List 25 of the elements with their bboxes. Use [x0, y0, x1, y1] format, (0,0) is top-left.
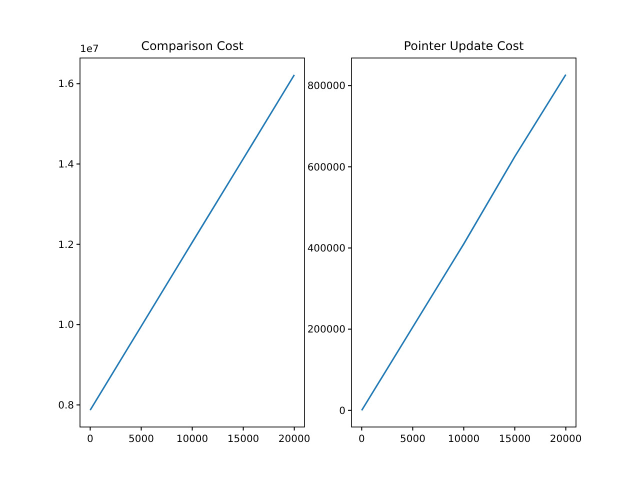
y-tick-label: 0: [339, 406, 346, 417]
x-tick-label: 0: [358, 434, 365, 445]
x-tick-label: 5000: [128, 434, 154, 445]
text: 1e7: [80, 44, 99, 55]
x-tick-label: 20000: [550, 434, 582, 445]
line-series: [360, 74, 567, 412]
y-tick-label: 0.8: [58, 400, 74, 412]
line-series: [89, 74, 296, 411]
x-tick-label: 10000: [176, 434, 208, 445]
x-tick-label: 0: [87, 434, 94, 445]
y-tick-label: 600000: [307, 162, 346, 174]
chart-title: Comparison Cost: [141, 39, 244, 53]
x-tick-label: 15000: [498, 434, 531, 445]
y-tick-label: 200000: [307, 324, 346, 336]
y-tick-label: 800000: [307, 81, 346, 92]
chart-title: Pointer Update Cost: [404, 39, 524, 53]
x-tick-label: 20000: [278, 434, 310, 445]
y-tick-label: 1.2: [58, 240, 74, 251]
x-tick-label: 5000: [400, 434, 426, 445]
y-tick-label: 400000: [307, 243, 346, 254]
x-tick-label: 15000: [227, 434, 260, 445]
x-tick-label: 10000: [448, 434, 480, 445]
y-tick-label: 1.0: [58, 320, 74, 332]
y-tick-label: 1.6: [58, 79, 74, 90]
y-tick-label: 1.4: [58, 160, 74, 170]
